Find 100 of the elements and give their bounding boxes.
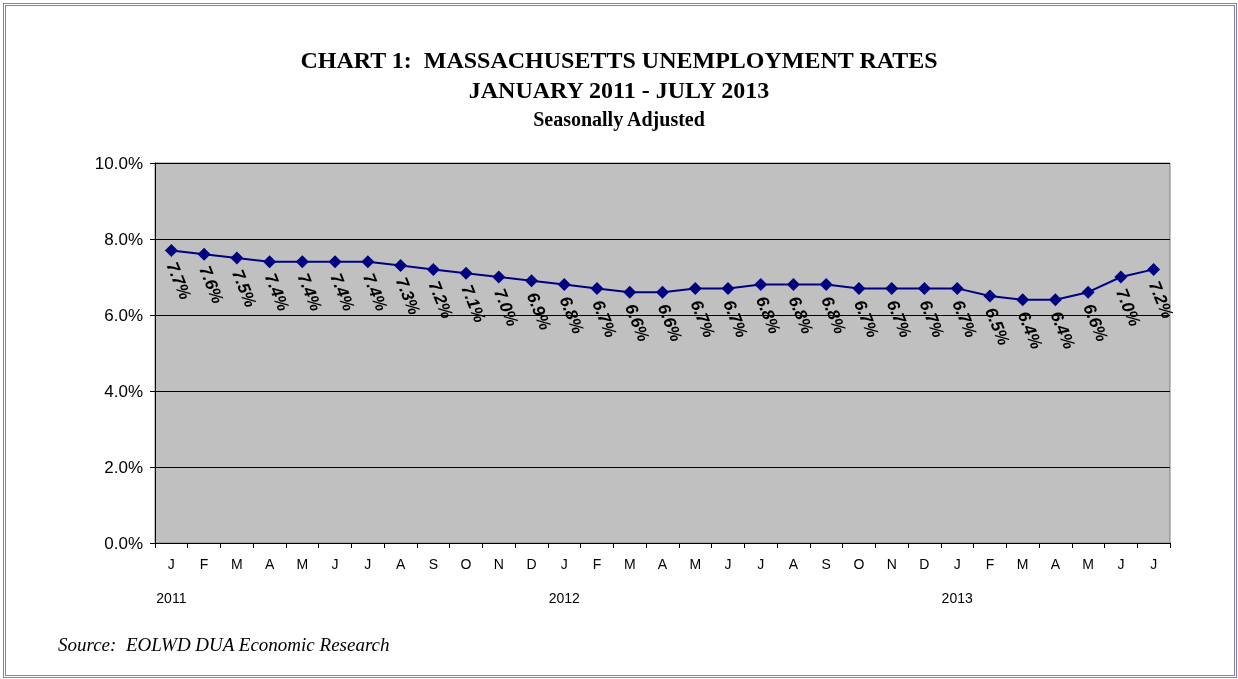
x-tick-label: M xyxy=(1016,555,1029,572)
point xyxy=(754,278,768,292)
x-tick-label: A xyxy=(1050,555,1061,572)
point xyxy=(688,281,702,295)
x-tick-label: F xyxy=(985,555,995,572)
x-tick-label: J xyxy=(757,555,765,572)
category-label: J 2012 xyxy=(548,555,580,606)
y-tick-label: 0.0% xyxy=(104,533,143,553)
data-label: 6.8% xyxy=(751,293,785,337)
point xyxy=(492,270,506,284)
data-label: 6.7% xyxy=(850,297,883,341)
point xyxy=(459,266,473,280)
data-label: 6.6% xyxy=(653,301,686,345)
x-tick-label: F xyxy=(592,555,602,572)
category-label: J 2011 xyxy=(156,555,187,606)
data-label: 7.2% xyxy=(424,278,457,322)
point xyxy=(263,255,277,269)
data-label: 7.4% xyxy=(293,270,326,314)
x-tick-label: J xyxy=(331,555,339,572)
y-tick-label: 4.0% xyxy=(104,381,143,401)
y-tick-label: 6.0% xyxy=(104,305,143,325)
x-tick-label: S xyxy=(821,555,831,572)
x-tick-label: J xyxy=(364,555,372,572)
data-label: 6.9% xyxy=(522,289,555,333)
point xyxy=(230,251,244,265)
data-label: 6.8% xyxy=(555,293,588,337)
data-label: 7.6% xyxy=(195,263,228,307)
y-tick-label: 8.0% xyxy=(104,229,143,249)
data-label: 6.7% xyxy=(882,297,916,341)
point xyxy=(394,259,408,273)
x-tick-label: M xyxy=(689,555,702,572)
point xyxy=(1081,285,1095,299)
x-tick-label: J xyxy=(1117,555,1125,572)
point xyxy=(623,285,637,299)
x-tick-label: M xyxy=(1082,555,1094,572)
point xyxy=(1147,262,1161,276)
data-label: 7.2% xyxy=(1144,278,1177,322)
data-label: 6.4% xyxy=(1013,308,1046,352)
x-tick-label: S xyxy=(428,555,438,572)
data-label: 7.7% xyxy=(162,259,195,303)
chart-title: CHART 1: MASSACHUSETTS UNEMPLOYMENT RATES JANUARY 2011 - JULY 2013 xyxy=(300,47,938,103)
point xyxy=(328,255,342,269)
point xyxy=(983,289,997,303)
data-label: 7.5% xyxy=(228,266,261,310)
data-label: 7.4% xyxy=(359,270,392,314)
point xyxy=(852,281,866,295)
category-label: J 2013 xyxy=(941,555,973,606)
point xyxy=(786,278,800,292)
point xyxy=(721,281,735,295)
data-label: 7.4% xyxy=(326,270,359,314)
x-tick-label: F xyxy=(199,555,209,572)
x-tick-label: D xyxy=(526,555,537,572)
point xyxy=(525,274,539,288)
data-label: 7.0% xyxy=(1112,285,1145,329)
x-tick-label: M xyxy=(231,555,243,572)
data-label: 6.7% xyxy=(588,297,621,341)
x-tick-label: N xyxy=(886,555,897,572)
x-tick-label: D xyxy=(919,555,930,572)
x-tick-label: J xyxy=(1150,555,1158,572)
x-tick-label: O xyxy=(460,555,472,572)
data-label: 6.7% xyxy=(915,297,948,341)
x-tick-label: M xyxy=(623,555,636,572)
point xyxy=(1114,270,1128,284)
data-label: 6.6% xyxy=(1079,301,1112,345)
source-note: Source: EOLWD DUA Economic Research xyxy=(58,634,390,655)
chart-subtitle: Seasonally Adjusted xyxy=(533,108,705,131)
data-label: 6.5% xyxy=(981,304,1014,348)
data-label: 7.4% xyxy=(260,270,293,314)
x-tick-label: A xyxy=(657,555,668,572)
point xyxy=(361,255,375,269)
point xyxy=(885,281,899,295)
x-tick-label: J xyxy=(724,555,732,572)
x-tick-label: A xyxy=(788,555,799,572)
data-label: 7.3% xyxy=(391,274,424,318)
x-tick-label: M xyxy=(296,555,309,572)
point xyxy=(819,278,833,292)
point xyxy=(295,255,309,269)
data-label: 7.0% xyxy=(489,285,523,329)
data-label: 6.7% xyxy=(719,297,752,341)
data-label: 6.6% xyxy=(620,301,654,345)
point xyxy=(656,285,669,299)
data-label: 6.7% xyxy=(948,297,981,341)
point xyxy=(917,281,931,295)
x-tick-label: A xyxy=(264,555,275,572)
x-tick-label: O xyxy=(853,555,865,572)
point xyxy=(590,281,604,295)
point xyxy=(1016,293,1030,307)
point xyxy=(197,247,211,261)
x-tick-label: A xyxy=(395,555,406,572)
data-label: 6.8% xyxy=(817,293,850,337)
data-label: 7.1% xyxy=(457,282,490,326)
y-tick-label: 2.0% xyxy=(104,457,143,477)
y-tick-label: 10.0% xyxy=(94,153,143,173)
point xyxy=(557,278,571,292)
point xyxy=(950,281,964,295)
point xyxy=(164,243,178,257)
data-label: 6.4% xyxy=(1046,308,1079,352)
data-label: 6.7% xyxy=(686,297,719,341)
point xyxy=(1048,293,1062,307)
point xyxy=(426,262,440,276)
